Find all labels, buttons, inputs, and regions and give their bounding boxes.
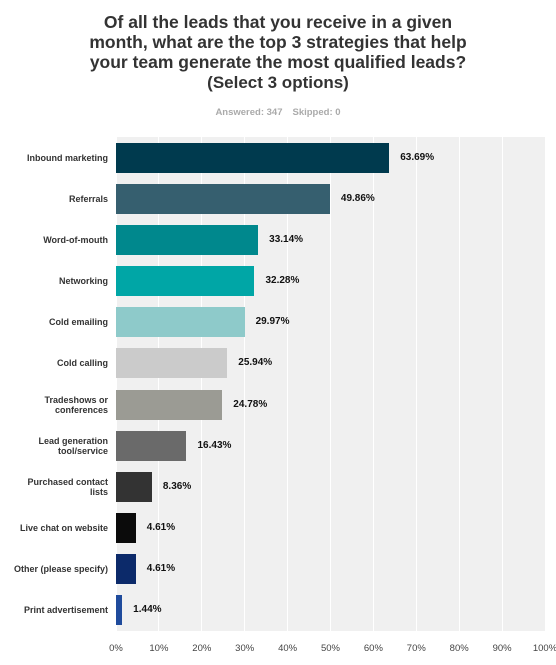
value-label: 4.61% xyxy=(146,522,176,534)
value-label: 1.44% xyxy=(133,604,162,616)
x-tick-label: 90% xyxy=(492,643,512,654)
bar xyxy=(116,224,259,255)
category-label: Other (please specify) xyxy=(13,564,108,575)
x-tick-label: 100% xyxy=(532,643,556,654)
x-tick-label: 50% xyxy=(320,643,341,654)
x-tick-label: 30% xyxy=(235,643,255,654)
category-label: Referrals xyxy=(68,193,108,204)
grid-line xyxy=(330,137,331,631)
category-label: Lead generation tool/service xyxy=(38,435,108,456)
grid-line xyxy=(158,137,160,631)
category-label: Word-of-mouth xyxy=(43,234,108,245)
value-label: 8.36% xyxy=(162,480,192,492)
grid-line xyxy=(415,137,417,631)
value-label: 24.78% xyxy=(233,398,268,410)
x-tick-label: 60% xyxy=(363,643,383,654)
grid-line xyxy=(115,137,117,631)
category-label: Tradeshows or conferences xyxy=(44,394,108,415)
bar xyxy=(116,471,152,502)
value-label: 4.61% xyxy=(146,563,176,575)
bar xyxy=(116,595,123,626)
x-tick-label: 20% xyxy=(192,643,212,654)
grid-line xyxy=(287,137,289,631)
answered: Answered: 347 xyxy=(215,107,283,118)
value-label: 63.69% xyxy=(400,151,435,163)
category-label: Inbound marketing xyxy=(27,152,108,163)
bar xyxy=(116,183,330,214)
value-label: 33.14% xyxy=(269,233,304,245)
grid-line xyxy=(501,137,503,631)
category-label: Cold emailing xyxy=(48,317,108,328)
bar xyxy=(116,554,136,585)
response-stats: Answered: 347 Skipped: 0 xyxy=(0,107,556,118)
x-tick-label: 0% xyxy=(109,643,123,654)
category-label: Purchased contact lists xyxy=(27,476,108,497)
category-label: Print advertisement xyxy=(23,605,108,616)
grid-line xyxy=(544,137,546,631)
value-label: 29.97% xyxy=(255,316,290,328)
value-label: 16.43% xyxy=(197,439,232,451)
bar xyxy=(116,142,390,173)
bar xyxy=(116,348,228,379)
value-label: 25.94% xyxy=(238,357,273,369)
value-label: 49.86% xyxy=(340,192,375,204)
category-label: Networking xyxy=(58,276,108,287)
title-block: Of all the leads that you receive in a g… xyxy=(78,12,478,93)
x-tick-label: 80% xyxy=(449,643,469,654)
bar xyxy=(116,389,223,420)
bar xyxy=(116,307,245,338)
category-label: Cold calling xyxy=(56,358,108,369)
grid-line xyxy=(458,137,460,631)
grid-line xyxy=(372,137,374,631)
bar xyxy=(116,266,255,297)
skipped: Skipped: 0 xyxy=(292,107,341,118)
chart-subtitle: (Select 3 options) xyxy=(207,73,349,92)
bar xyxy=(116,430,187,461)
chart-title: Of all the leads that you receive in a g… xyxy=(89,12,467,72)
x-tick-label: 70% xyxy=(406,643,426,654)
value-label: 32.28% xyxy=(265,275,300,287)
x-tick-label: 40% xyxy=(278,643,298,654)
grid-line xyxy=(201,137,203,631)
bar xyxy=(116,513,136,544)
category-label: Live chat on website xyxy=(19,523,108,534)
grid-line xyxy=(244,137,246,631)
x-tick-label: 10% xyxy=(149,643,169,654)
